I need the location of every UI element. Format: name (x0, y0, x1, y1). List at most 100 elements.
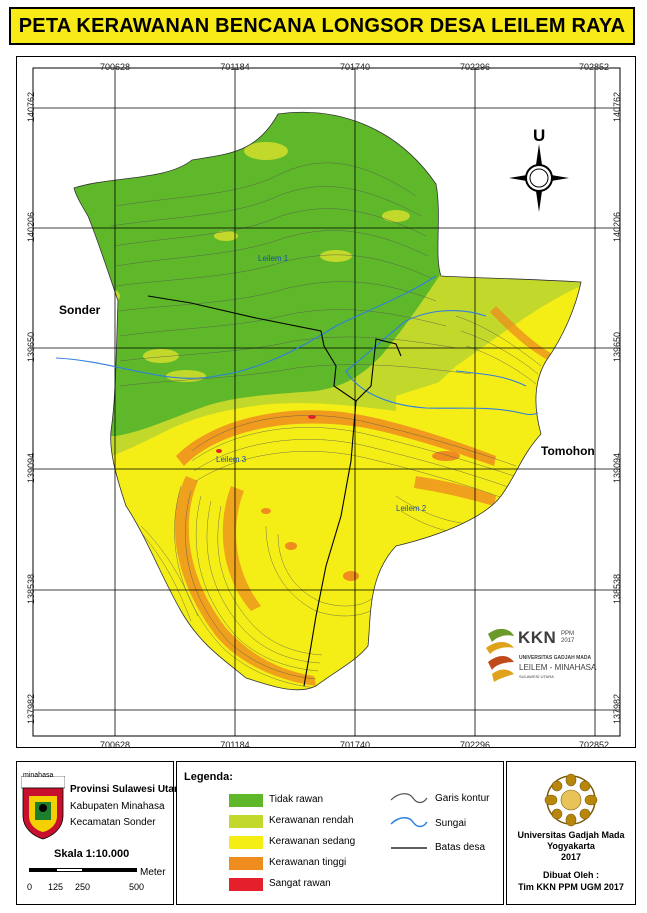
legend-swatch-tidak-rawan (229, 794, 263, 807)
legend-label: Sangat rawan (269, 878, 331, 889)
x-tick-bottom: 700628 (99, 740, 131, 750)
legend-label: Kerawanan sedang (269, 836, 356, 847)
scale-segment (56, 868, 83, 872)
rivers (55, 275, 539, 416)
y-tick-left: 138538 (26, 573, 36, 605)
kkn-province: SULAWESI UTARA (519, 674, 554, 679)
zone-kerawanan-tinggi (343, 571, 359, 581)
kkn-ppm-label: PPM (561, 631, 575, 637)
credits-year: 2017 (560, 852, 582, 862)
emblem-caption: minahasa (23, 772, 54, 779)
y-tick-left: 139650 (26, 331, 36, 363)
scale-segment (29, 868, 56, 872)
x-tick-top: 701184 (220, 62, 250, 72)
x-tick-bottom: 701184 (220, 740, 250, 750)
y-tick-right: 139650 (612, 331, 622, 363)
regency-label: Kabupaten Minahasa (70, 801, 165, 812)
zone-kerawanan-tinggi (432, 451, 460, 461)
x-tick-bottom: 702852 (578, 740, 610, 750)
zone-kerawanan-tinggi (222, 486, 261, 611)
y-tick-right: 138538 (612, 573, 622, 605)
ugm-emblem (544, 773, 598, 827)
village-label-leilem2: Leilem 2 (396, 504, 427, 513)
y-tick-right: 139094 (612, 452, 622, 484)
zone-patch (214, 231, 238, 241)
y-tick-left: 139094 (26, 452, 36, 484)
zone-patch (166, 370, 206, 382)
legend-panel: Legenda: Tidak rawan Kerawanan rendah Ke… (176, 761, 504, 905)
y-tick-right: 140206 (612, 211, 622, 243)
scale-tick-label: 125 (48, 882, 64, 892)
scale-tick-label: 500 (129, 882, 145, 892)
minahasa-emblem (21, 776, 65, 840)
area-outline (73, 111, 582, 691)
kkn-ppm: PPM 2017 (561, 631, 574, 645)
contour-lines (110, 162, 542, 689)
x-tick-bottom: 702296 (459, 740, 491, 750)
zone-kerawanan-tinggi (414, 476, 496, 506)
scale-tick-label: 0 (27, 882, 33, 892)
legend-swatch-rendah (229, 815, 263, 828)
legend-label: Tidak rawan (269, 794, 324, 805)
legend-line-symbols (390, 793, 428, 849)
map-title: PETA KERAWANAN BENCANA LONGSOR DESA LEIL… (18, 14, 626, 37)
legend-swatch-tinggi (229, 857, 263, 870)
y-tick-left: 140762 (26, 91, 36, 123)
x-tick-top: 700628 (99, 62, 131, 72)
district-label: Kecamatan Sonder (70, 817, 156, 828)
legend-line-label: Sungai (435, 818, 467, 829)
zone-patch (244, 142, 288, 160)
map-title-bar: PETA KERAWANAN BENCANA LONGSOR DESA LEIL… (9, 7, 635, 45)
credits-made-by: Dibuat Oleh : (543, 870, 599, 880)
kkn-year: 2017 (561, 638, 575, 644)
zone-patch (320, 250, 352, 262)
village-label-leilem1: Leilem 1 (258, 254, 289, 263)
kkn-village: LEILEM - MINAHASA (519, 663, 597, 672)
scale-segment (83, 868, 137, 872)
coordinate-grid (33, 68, 620, 736)
zone-kerawanan-tinggi (285, 542, 297, 550)
village-label-leilem3: Leilem 3 (216, 455, 247, 464)
kkn-university: UNIVERSITAS GADJAH MADA (519, 655, 592, 661)
village-boundaries (147, 295, 402, 687)
x-tick-top: 702296 (459, 62, 491, 72)
y-tick-left: 140206 (26, 211, 36, 243)
zone-patch (382, 210, 410, 222)
legend-swatch-sangat-rawan (229, 878, 263, 891)
legend-label: Kerawanan tinggi (269, 857, 347, 868)
map-canvas (32, 67, 621, 737)
y-tick-right: 140762 (612, 91, 622, 123)
credits-panel: Universitas Gadjah Mada Yogyakarta 2017 … (506, 761, 636, 905)
legend-line-label: Batas desa (435, 842, 486, 853)
x-tick-top: 702852 (578, 62, 610, 72)
kkn-title: KKN (518, 628, 557, 647)
credits-team: Tim KKN PPM UGM 2017 (518, 882, 624, 892)
zone-patch (92, 288, 120, 304)
scale-bar (29, 868, 137, 872)
legend-title: Legenda: (184, 771, 233, 783)
north-arrow (509, 144, 569, 212)
zone-patch (143, 349, 179, 363)
zone-sangat-rawan (308, 415, 316, 419)
kkn-logo (486, 628, 514, 682)
zone-sangat-rawan (216, 449, 222, 453)
zone-kerawanan-tinggi (174, 476, 316, 686)
legend-contour-symbol (390, 793, 428, 804)
north-label: U (533, 126, 546, 145)
place-label-sonder: Sonder (59, 303, 101, 317)
credits-university: Universitas Gadjah Mada (517, 830, 625, 840)
scale-unit: Meter (140, 867, 166, 878)
zone-kerawanan-sedang (396, 361, 556, 446)
x-tick-top: 701740 (339, 62, 371, 72)
zone-kerawanan-tinggi (176, 410, 496, 466)
scale-label: Skala 1:10.000 (54, 848, 130, 860)
admin-panel: minahasa Provinsi Sulawesi Utara Kabupat… (16, 761, 183, 905)
credits-city: Yogyakarta (547, 841, 595, 851)
legend-swatch-sedang (229, 836, 263, 849)
legend-line-label: Garis kontur (435, 793, 490, 804)
grid-frame (32, 67, 621, 737)
legend-label: Kerawanan rendah (269, 815, 354, 826)
province-label: Provinsi Sulawesi Utara (70, 784, 184, 795)
x-tick-bottom: 701740 (339, 740, 371, 750)
zone-kerawanan-tinggi (261, 508, 271, 514)
